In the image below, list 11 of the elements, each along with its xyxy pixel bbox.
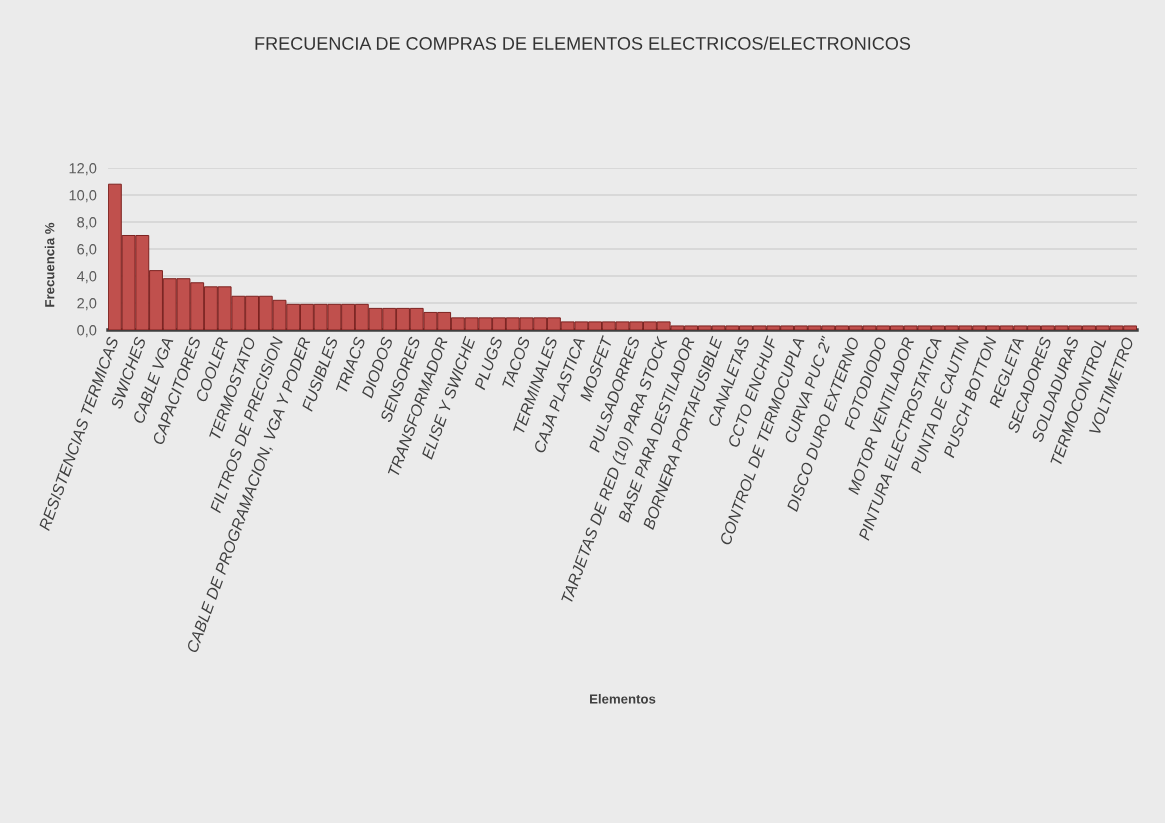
y-axis-title: Frecuencia % xyxy=(44,222,55,307)
y-tick-label: 4,0 xyxy=(76,271,97,284)
y-tick-label: 6,0 xyxy=(77,244,97,257)
x-axis-title: Elementos xyxy=(590,693,656,704)
y-tick-label: 10,0 xyxy=(69,190,97,203)
y-tick-label: 2,0 xyxy=(77,298,97,311)
y-tick-label: 8,0 xyxy=(77,217,97,230)
y-tick-label: 0,0 xyxy=(77,325,97,338)
x-tick-label: PLUGS xyxy=(474,336,503,391)
y-tick-label: 12,0 xyxy=(69,163,97,176)
chart-title: FRECUENCIA DE COMPRAS DE ELEMENTOS ELECTRICOS/ELECTRONICOS xyxy=(255,36,911,50)
